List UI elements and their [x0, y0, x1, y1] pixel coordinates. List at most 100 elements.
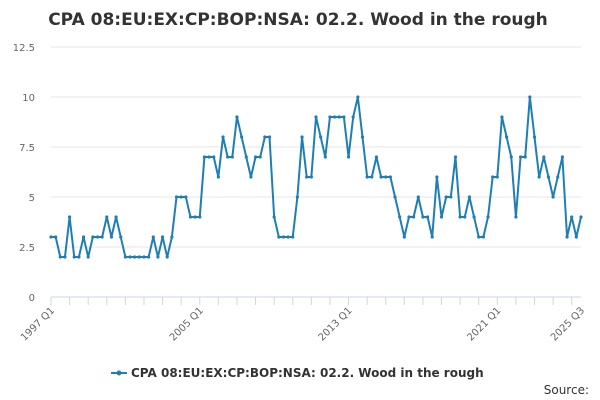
data-point[interactable] — [253, 155, 258, 159]
data-point[interactable] — [221, 135, 225, 139]
data-point[interactable] — [272, 215, 276, 219]
data-point[interactable] — [332, 115, 337, 119]
data-point[interactable] — [286, 235, 290, 239]
data-point[interactable] — [267, 135, 272, 139]
data-point[interactable] — [491, 175, 495, 179]
data-point[interactable] — [244, 155, 248, 159]
data-point[interactable] — [160, 235, 165, 239]
data-point[interactable] — [249, 175, 253, 179]
data-point[interactable] — [295, 195, 300, 199]
data-point[interactable] — [198, 215, 202, 219]
data-point[interactable] — [412, 215, 416, 219]
legend[interactable]: CPA 08:EU:EX:CP:BOP:NSA: 02.2. Wood in t… — [111, 366, 484, 380]
data-point[interactable] — [142, 255, 146, 259]
data-point[interactable] — [430, 235, 434, 239]
data-point[interactable] — [67, 215, 72, 219]
data-point[interactable] — [216, 175, 220, 179]
data-point[interactable] — [156, 255, 160, 259]
data-point[interactable] — [402, 235, 406, 239]
data-point[interactable] — [351, 115, 355, 119]
data-point[interactable] — [518, 155, 523, 159]
source-label[interactable]: Source: — [544, 383, 589, 397]
data-point[interactable] — [453, 155, 458, 159]
data-point[interactable] — [305, 175, 309, 179]
data-point[interactable] — [495, 175, 499, 179]
data-point[interactable] — [407, 215, 411, 219]
data-point[interactable] — [449, 195, 453, 199]
data-point[interactable] — [63, 255, 67, 259]
data-point[interactable] — [384, 175, 388, 179]
data-point[interactable] — [226, 155, 230, 159]
data-point[interactable] — [486, 215, 490, 219]
data-point[interactable] — [128, 255, 132, 259]
data-point[interactable] — [477, 235, 481, 239]
data-point[interactable] — [551, 195, 555, 199]
data-point[interactable] — [574, 235, 578, 239]
data-point[interactable] — [537, 175, 541, 179]
data-point[interactable] — [95, 235, 100, 239]
data-point[interactable] — [337, 115, 341, 119]
series-line[interactable] — [51, 96, 582, 258]
data-point[interactable] — [105, 215, 109, 219]
data-point[interactable] — [481, 235, 485, 239]
data-point[interactable] — [542, 155, 546, 159]
data-point[interactable] — [240, 135, 244, 139]
data-point[interactable] — [421, 215, 425, 219]
data-point[interactable] — [546, 175, 551, 179]
data-point[interactable] — [72, 255, 76, 259]
data-point[interactable] — [458, 215, 462, 219]
data-point[interactable] — [398, 215, 402, 219]
data-point[interactable] — [323, 155, 327, 159]
data-point[interactable] — [319, 135, 323, 139]
data-point[interactable] — [86, 255, 90, 259]
data-point[interactable] — [532, 135, 537, 139]
data-point[interactable] — [556, 175, 560, 179]
data-point[interactable] — [170, 235, 174, 239]
data-point[interactable] — [439, 215, 444, 219]
data-point[interactable] — [309, 175, 313, 179]
data-point[interactable] — [388, 175, 392, 179]
data-point[interactable] — [370, 175, 374, 179]
data-point[interactable] — [360, 135, 365, 139]
data-point[interactable] — [528, 95, 532, 99]
data-point[interactable] — [346, 155, 351, 159]
data-point[interactable] — [374, 155, 379, 159]
data-point[interactable] — [463, 215, 467, 219]
data-point[interactable] — [100, 235, 104, 239]
data-point[interactable] — [314, 115, 318, 119]
data-point[interactable] — [133, 255, 137, 259]
data-point[interactable] — [281, 235, 286, 239]
data-point[interactable] — [147, 255, 151, 259]
data-point[interactable] — [151, 235, 155, 239]
data-point[interactable] — [174, 195, 179, 199]
data-point[interactable] — [560, 155, 565, 159]
data-point[interactable] — [184, 195, 188, 199]
data-point[interactable] — [425, 215, 430, 219]
data-point[interactable] — [523, 155, 527, 159]
data-point[interactable] — [212, 155, 216, 159]
data-point[interactable] — [114, 215, 118, 219]
data-point[interactable] — [509, 155, 513, 159]
data-point[interactable] — [235, 115, 239, 119]
data-point[interactable] — [365, 175, 369, 179]
data-point[interactable] — [277, 235, 281, 239]
data-point[interactable] — [393, 195, 397, 199]
data-point[interactable] — [500, 115, 504, 119]
data-point[interactable] — [188, 215, 193, 219]
data-point[interactable] — [570, 215, 574, 219]
data-point[interactable] — [565, 235, 569, 239]
data-point[interactable] — [54, 235, 58, 239]
data-point[interactable] — [416, 195, 420, 199]
data-point[interactable] — [263, 135, 267, 139]
data-point[interactable] — [77, 255, 81, 259]
data-point[interactable] — [300, 135, 304, 139]
data-point[interactable] — [123, 255, 127, 259]
data-point[interactable] — [444, 195, 448, 199]
data-point[interactable] — [58, 255, 62, 259]
data-point[interactable] — [81, 235, 86, 239]
data-point[interactable] — [165, 255, 169, 259]
data-point[interactable] — [202, 155, 207, 159]
data-point[interactable] — [230, 155, 234, 159]
data-point[interactable] — [91, 235, 95, 239]
data-point[interactable] — [258, 155, 262, 159]
